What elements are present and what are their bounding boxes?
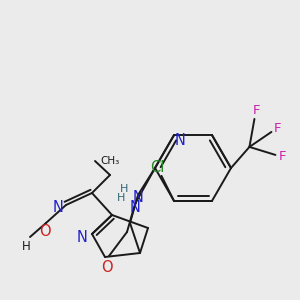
Text: F: F [253,104,260,117]
Text: N: N [175,133,185,148]
Text: N: N [130,200,140,214]
Text: H: H [120,184,128,194]
Text: N: N [133,190,143,206]
Text: H: H [117,193,125,203]
Text: F: F [279,150,286,164]
Text: Cl: Cl [150,160,165,175]
Text: O: O [39,224,51,238]
Text: H: H [22,239,30,253]
Text: O: O [101,260,113,274]
Text: N: N [76,230,87,245]
Text: F: F [274,122,281,135]
Text: N: N [52,200,63,214]
Text: CH₃: CH₃ [100,156,120,166]
